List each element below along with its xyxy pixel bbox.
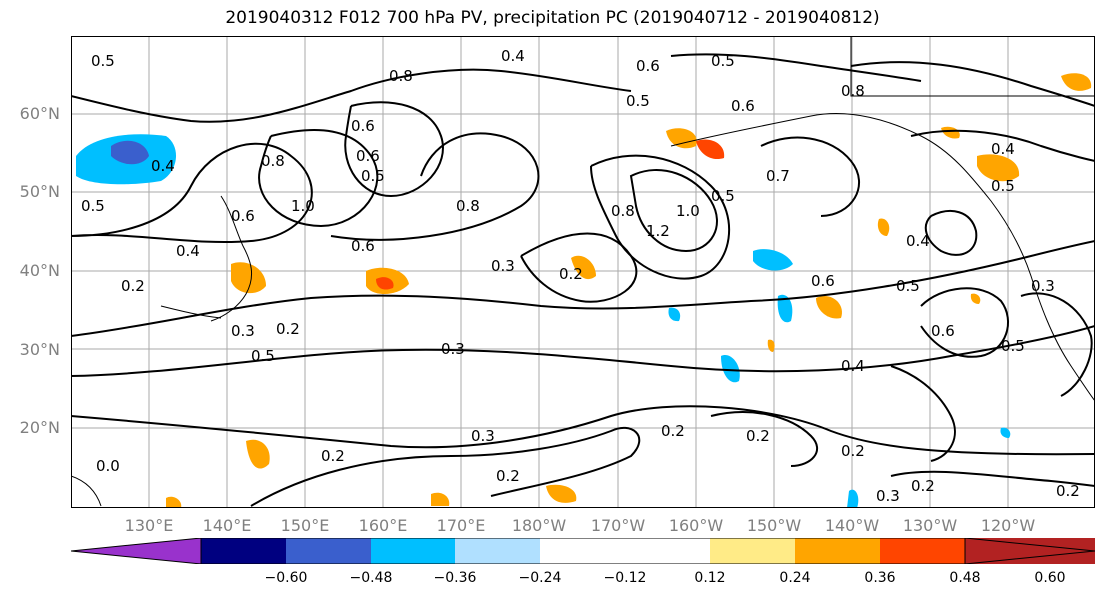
contour-label: 0.4 xyxy=(906,232,930,250)
lon-label-180w: 180°W xyxy=(511,516,567,535)
contour-label: 0.5 xyxy=(81,197,105,215)
lon-label-130w: 130°W xyxy=(902,516,958,535)
contour-label: 0.8 xyxy=(261,152,285,170)
contour-label: 0.3 xyxy=(1031,277,1055,295)
contour-label: 0.3 xyxy=(441,340,465,358)
lon-label-170e: 170°E xyxy=(436,516,486,535)
colorbar-tick-label: 0.12 xyxy=(694,570,726,586)
contour-label: 0.6 xyxy=(731,97,755,115)
lon-label-140w: 140°W xyxy=(824,516,880,535)
contour-label: 0.4 xyxy=(841,357,865,375)
contour-label: 0.2 xyxy=(1056,482,1080,500)
contour-label: 0.5 xyxy=(711,52,735,70)
colorbar-segment xyxy=(795,538,880,564)
colorbar-segment xyxy=(880,538,965,564)
colorbar-tick-label: −0.48 xyxy=(349,570,393,586)
contour-label: 0.6 xyxy=(351,237,375,255)
contour-label: 0.7 xyxy=(766,167,790,185)
contour-label: 0.5 xyxy=(896,277,920,295)
lon-label-150e: 150°E xyxy=(280,516,330,535)
contour-label: 0.5 xyxy=(251,347,275,365)
lon-label-140e: 140°E xyxy=(202,516,252,535)
lat-label-60n: 60°N xyxy=(19,104,60,123)
contour-label: 0.6 xyxy=(811,272,835,290)
contour-label: 0.2 xyxy=(559,265,583,283)
colorbar-tick-label: −0.60 xyxy=(264,570,308,586)
contour-label: 0.8 xyxy=(611,202,635,220)
contour-label: 0.5 xyxy=(1001,337,1025,355)
colorbar xyxy=(71,538,1095,564)
colorbar-tick-label: 0.48 xyxy=(949,570,981,586)
contour-label: 0.2 xyxy=(276,320,300,338)
contour-label: 0.5 xyxy=(361,167,385,185)
contour-label: 0.5 xyxy=(991,177,1015,195)
contour-label: 0.2 xyxy=(496,467,520,485)
coastlines xyxy=(71,36,1095,507)
colorbar-tick-label: 0.60 xyxy=(1034,570,1066,586)
lon-label-160w: 160°W xyxy=(668,516,724,535)
colorbar-tick-label: −0.24 xyxy=(518,570,562,586)
lat-label-50n: 50°N xyxy=(19,182,60,201)
contour-label: 0.2 xyxy=(121,277,145,295)
contour-label: 0.5 xyxy=(626,92,650,110)
colorbar-segment xyxy=(371,538,455,564)
lon-label-130e: 130°E xyxy=(124,516,174,535)
lon-label-150w: 150°W xyxy=(746,516,802,535)
lon-label-120w: 120°W xyxy=(980,516,1036,535)
contour-label: 1.2 xyxy=(646,222,670,240)
contour-label: 1.0 xyxy=(676,202,700,220)
colorbar-segment xyxy=(201,538,286,564)
contour-label: 0.0 xyxy=(96,457,120,475)
lat-label-40n: 40°N xyxy=(19,261,60,280)
colorbar-left-extend xyxy=(71,538,202,564)
contour-label: 0.6 xyxy=(231,207,255,225)
contour-labels: 0.5 0.4 0.8 0.6 0.5 0.5 0.6 0.8 0.4 0.8 … xyxy=(81,47,1080,505)
colorbar-segment xyxy=(540,538,625,564)
colorbar-tick-label: 0.36 xyxy=(864,570,896,586)
contour-label: 0.4 xyxy=(151,157,175,175)
contour-label: 0.2 xyxy=(841,442,865,460)
lat-label-30n: 30°N xyxy=(19,340,60,359)
contour-label: 0.2 xyxy=(321,447,345,465)
contour-label: 0.5 xyxy=(711,187,735,205)
contour-label: 0.2 xyxy=(661,422,685,440)
contour-label: 0.4 xyxy=(176,242,200,260)
colorbar-segment xyxy=(286,538,371,564)
colorbar-segment xyxy=(71,538,201,564)
colorbar-segment xyxy=(455,538,540,564)
contour-label: 1.0 xyxy=(291,197,315,215)
contour-label: 0.6 xyxy=(351,117,375,135)
contour-label: 0.8 xyxy=(841,82,865,100)
contour-label: 0.3 xyxy=(231,322,255,340)
lat-label-20n: 20°N xyxy=(19,418,60,437)
colorbar-tick-label: 0.24 xyxy=(779,570,811,586)
colorbar-segment xyxy=(965,538,1095,564)
precip-positive-patches xyxy=(166,73,1092,508)
contour-label: 0.3 xyxy=(876,487,900,505)
contour-label: 0.2 xyxy=(746,427,770,445)
lon-label-170w: 170°W xyxy=(590,516,646,535)
contour-label: 0.5 xyxy=(91,52,115,70)
colorbar-tick-label: −0.12 xyxy=(603,570,647,586)
contour-label: 0.6 xyxy=(356,147,380,165)
contour-label: 0.6 xyxy=(636,57,660,75)
contour-label: 0.2 xyxy=(911,477,935,495)
map-plot: 0.5 0.4 0.8 0.6 0.5 0.5 0.6 0.8 0.4 0.8 … xyxy=(71,36,1095,508)
precip-negative-patches xyxy=(76,134,1011,508)
contour-label: 0.8 xyxy=(389,67,413,85)
pv-contours xyxy=(71,53,1095,507)
colorbar-right-extend xyxy=(964,538,1095,564)
contour-label: 0.8 xyxy=(456,197,480,215)
colorbar-segment xyxy=(710,538,795,564)
map-title: 2019040312 F012 700 hPa PV, precipitatio… xyxy=(225,8,880,28)
contour-label: 0.6 xyxy=(931,322,955,340)
contour-label: 0.4 xyxy=(991,140,1015,158)
colorbar-segment xyxy=(625,538,710,564)
lon-label-160e: 160°E xyxy=(358,516,408,535)
contour-label: 0.4 xyxy=(501,47,525,65)
colorbar-segments xyxy=(71,538,1095,564)
contour-label: 0.3 xyxy=(491,257,515,275)
contour-label: 0.3 xyxy=(471,427,495,445)
colorbar-tick-label: −0.36 xyxy=(433,570,477,586)
